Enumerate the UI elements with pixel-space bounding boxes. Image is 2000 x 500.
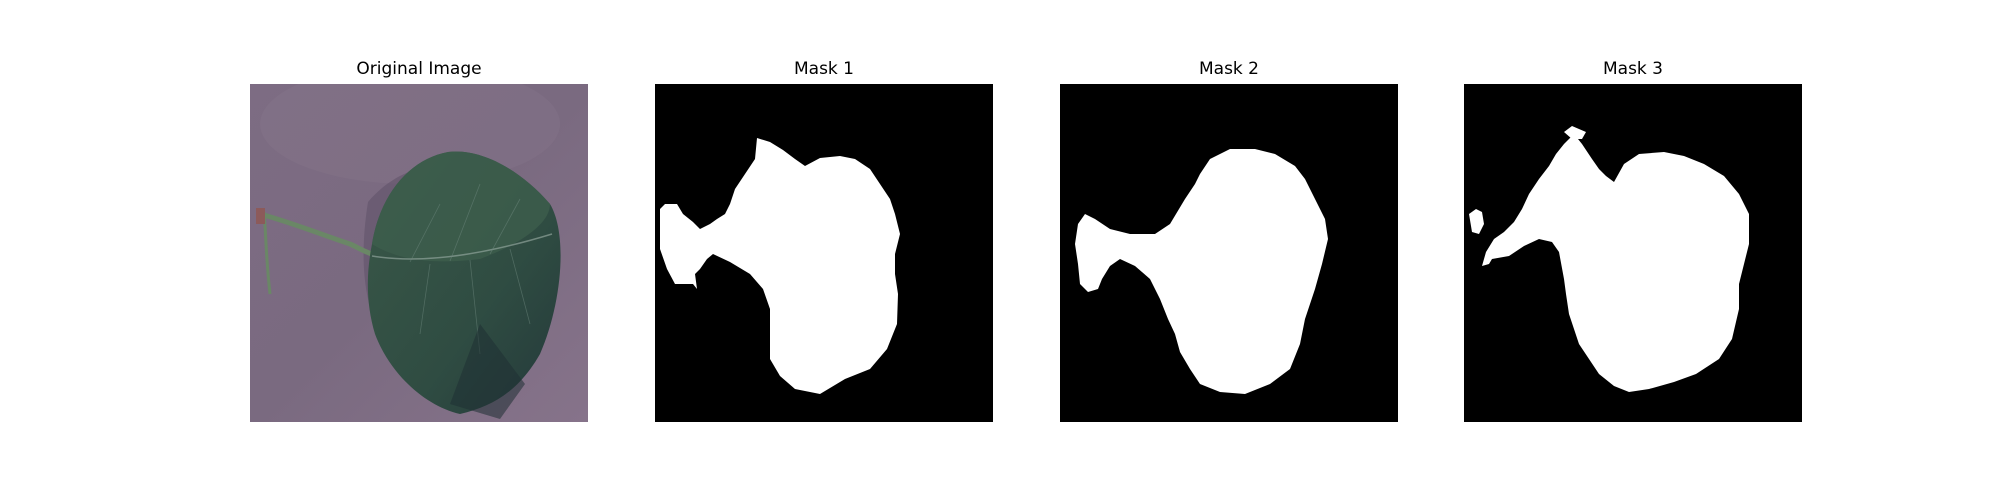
mask-3-image [1464,84,1802,422]
original-image-panel: Original Image [250,58,588,422]
mask-1-panel: Mask 1 [655,58,993,422]
mask-1-image [655,84,993,422]
leaf-stem [259,211,373,257]
mask-3-blob-top [1564,126,1586,139]
mask-1-region [660,138,900,394]
mask-1-hole [920,291,930,303]
mask-3-blob-left [1469,209,1484,234]
mask-3-region [1482,134,1749,392]
mask-3-title: Mask 3 [1602,59,1663,79]
mask-3-speck [1576,270,1580,275]
mask-3-panel: Mask 3 [1464,58,1802,422]
mask-2-image [1060,84,1398,422]
mask-2-panel: Mask 2 [1060,58,1398,422]
original-image [250,84,588,422]
original-image-title: Original Image [356,59,482,79]
mask-2-title: Mask 2 [1198,59,1259,79]
mask-2-region [1075,149,1328,394]
mask-1-title: Mask 1 [793,59,854,79]
